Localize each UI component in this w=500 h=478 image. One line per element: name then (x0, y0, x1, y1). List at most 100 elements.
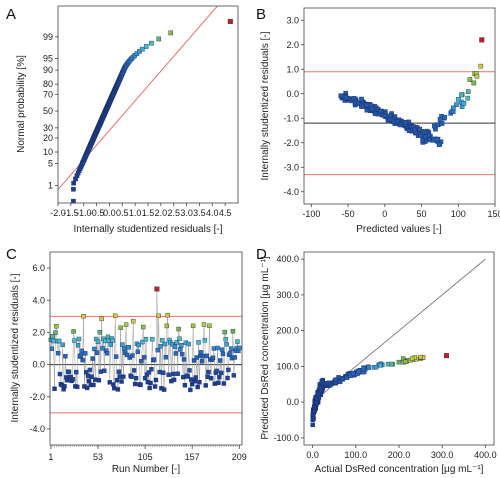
panel-c-point (63, 353, 68, 359)
panel-b-point (395, 119, 400, 124)
panel-c-point (148, 380, 153, 386)
panel-b-y-tick-label: 1.0 (286, 64, 299, 74)
panel-c-point (100, 346, 105, 351)
panel-b-point (471, 80, 477, 86)
panel-b-x-tick-label: 150 (487, 209, 500, 219)
panel-c-point (96, 378, 102, 383)
panel-c-point (191, 358, 197, 363)
panel-c-point (185, 374, 190, 379)
panel-b-point (355, 101, 361, 107)
panel-b-point (417, 126, 422, 132)
panel-c-point (113, 313, 118, 319)
panel-b-x-tick-label: 50 (417, 209, 427, 219)
panel-a-y-tick-label: 99 (43, 32, 53, 42)
panel-c-point (120, 342, 125, 347)
panel-d-point (396, 359, 402, 365)
panel-c-point (149, 367, 154, 372)
panel-a-point (140, 46, 145, 52)
panel-a-outlier-point (227, 18, 233, 24)
panel-c-point (117, 374, 122, 379)
panel-c-point (51, 338, 56, 344)
panel-c-point (158, 344, 163, 349)
panel-c-point (188, 387, 193, 393)
panel-c-point (218, 370, 224, 376)
panel-c-x-tick-label: 53 (93, 452, 103, 462)
panel-d-point (323, 381, 328, 386)
panel-b-y-tick-label: -4.0 (283, 187, 299, 197)
panel-a-y-tick-label: 30 (43, 123, 53, 133)
panel-b-point (435, 122, 440, 128)
panel-d-outlier-point (444, 353, 450, 359)
panel-b-point (382, 113, 388, 118)
panel-c-point (211, 346, 217, 351)
panel-a-x-tick-label: 4.0 (206, 208, 219, 218)
panel-c-point (147, 385, 152, 391)
panel-a-x-tick-label: 0.0 (103, 208, 116, 218)
panel-c-point (104, 351, 110, 356)
panel-b-point (364, 107, 370, 113)
panel-b-y-tick-label: 0.0 (286, 89, 299, 99)
panel-d-point (314, 400, 319, 406)
panel-a-xlabel: Internally studentized residuals [-] (74, 224, 223, 235)
panel-c-point (85, 373, 91, 379)
panel-c-y-tick-label: 0.0 (32, 360, 45, 370)
panel-b-point (359, 96, 364, 102)
panel-c-point (70, 377, 75, 382)
panel-c-point (139, 359, 144, 364)
panel-d-x-tick-label: 300.0 (431, 450, 454, 460)
panel-c-point (225, 375, 230, 381)
panel-b: B -100 -50 0 50 100 150 -4.0 -3.0 -2.0 -1.0 0.0 1.0… (256, 6, 500, 235)
panel-c-point (99, 316, 104, 322)
panel-a-x-tick-label: 3.0 (180, 208, 193, 218)
panel-d-y-tick-label: 100.0 (276, 361, 299, 371)
panel-c-point (143, 337, 149, 342)
panel-c-point (71, 329, 76, 334)
panel-c-x-tick-label: 1 (48, 452, 53, 462)
panel-c-point (210, 355, 216, 360)
panel-c-point (136, 342, 141, 348)
panel-c-point (171, 377, 177, 383)
panel-a-point (149, 40, 154, 46)
panel-c-point (237, 345, 242, 351)
panel-c-point (231, 373, 237, 378)
panel-c-point (111, 382, 116, 387)
panel-d-frame (303, 251, 495, 446)
panel-d-point (311, 416, 316, 421)
panel-c-point (115, 387, 121, 392)
panel-c-point (176, 326, 181, 332)
panel-c-point (156, 313, 161, 319)
panel-c-point (182, 383, 188, 388)
panel-a-x-tick-label: 0.5 (116, 208, 129, 218)
panel-d-point (310, 422, 315, 428)
panel-c-point (218, 358, 223, 363)
panel-c-point (57, 371, 63, 377)
panel-b-frame (303, 7, 496, 205)
panel-c-point (129, 374, 134, 379)
panel-c: C 1 53 105 157 209 -4.0 -2.0 0.0 2.0 4.0 6.0 Run N… (6, 246, 247, 475)
panel-c-point (217, 375, 222, 380)
panel-c-point (209, 376, 214, 381)
panel-b-point (459, 92, 464, 98)
panel-a-y-tick-label: 80 (43, 79, 53, 89)
panel-c-y-tick-label: -4.0 (29, 424, 45, 434)
panel-a-point (168, 30, 174, 36)
panel-b-point (465, 95, 471, 101)
panel-a-point (156, 36, 162, 42)
panel-a-x-tick-label: -0.5 (89, 208, 105, 218)
panel-c-point (146, 370, 151, 375)
panel-c-point (121, 374, 126, 379)
panel-a-point (137, 49, 142, 54)
panel-c-point (113, 354, 119, 359)
panel-c-point (206, 369, 211, 375)
panel-b-point (456, 97, 461, 102)
panel-c-point (180, 352, 185, 357)
panel-c-point (95, 339, 101, 345)
panel-c-point (212, 381, 218, 386)
panel-c-point (138, 382, 143, 388)
panel-c-point (81, 314, 86, 319)
panel-c-point (189, 377, 194, 382)
panel-c-point (163, 355, 169, 360)
panel-c-point (224, 342, 229, 347)
panel-c-point (124, 352, 130, 358)
panel-c-point (190, 323, 196, 329)
